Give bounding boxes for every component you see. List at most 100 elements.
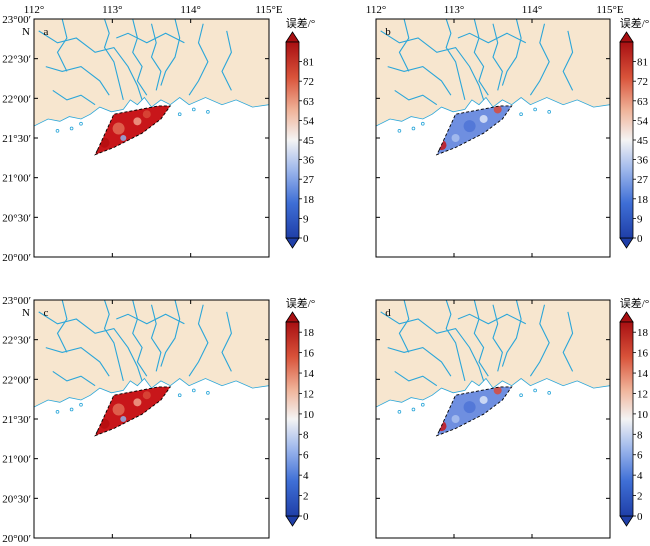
colorbar-gradient	[285, 41, 300, 239]
river-line	[56, 300, 68, 353]
land-area	[34, 19, 269, 127]
river-line	[562, 30, 574, 91]
river-line	[501, 19, 522, 86]
error-field	[95, 105, 171, 155]
field-patch	[142, 391, 151, 400]
map-panel-b: 112° 113° 114° 115°E b	[366, 4, 624, 258]
river-line	[52, 89, 96, 106]
field-patch	[133, 117, 142, 126]
river-line	[394, 370, 438, 387]
field-patch	[112, 122, 125, 135]
island	[206, 391, 210, 395]
colorbar-max-arrow	[285, 31, 300, 43]
lat-tick-label: 22°30′	[2, 54, 31, 66]
river-line	[492, 304, 503, 372]
map-panel-a: 112° 113° 114° 115°E 23°00′ 22°30′ 22°00′ 21°30…	[2, 4, 283, 264]
river-line	[457, 313, 527, 325]
colorbar-tick-label: 0	[303, 233, 309, 245]
lon-tick-label: 115°E	[255, 4, 282, 16]
colorbar-tick-label: 54	[303, 115, 315, 127]
river-line	[445, 300, 466, 382]
colorbar-tick-label: 18	[303, 327, 315, 339]
field-patch	[451, 134, 460, 142]
study-area-boundary	[94, 386, 172, 437]
colorbar-tick-label: 27	[303, 174, 315, 186]
colorbar-tick-label: 27	[637, 174, 649, 186]
lon-tick-label: 114°	[522, 4, 543, 16]
field-patch	[120, 416, 127, 422]
panel-label: b	[385, 26, 391, 38]
river-line	[387, 66, 452, 96]
lat-tick-label: 21°30′	[2, 414, 31, 426]
lat-tick-label: 21°30′	[2, 133, 31, 145]
colorbar-max-arrow	[619, 311, 634, 323]
lat-tick-label: 21°00′	[2, 454, 31, 466]
colorbar-tick-label: 8	[637, 429, 643, 441]
colorbar-tick-label: 0	[637, 511, 643, 523]
river-line	[45, 347, 110, 377]
river-line	[473, 300, 489, 377]
colorbar-gradient	[619, 321, 634, 517]
river-line	[221, 311, 232, 372]
colorbar-tick-label: 54	[637, 115, 649, 127]
colorbar-tick-label: 16	[637, 348, 649, 360]
colorbar-tick-label: 10	[637, 409, 649, 421]
error-field	[95, 386, 171, 436]
island	[547, 391, 551, 395]
colorbar-tick-label: 36	[637, 155, 649, 167]
colorbar-max-arrow	[285, 311, 300, 323]
colorbar-tick-label: 6	[637, 450, 643, 462]
colorbar-tick-label: 2	[637, 491, 643, 503]
island	[533, 107, 537, 112]
colorbar-title: 误差/°	[286, 16, 315, 30]
colorbar-tick-label: 81	[303, 57, 314, 69]
colorbar-min-arrow	[619, 237, 634, 249]
panel-label: a	[44, 26, 49, 38]
field-patch	[463, 401, 476, 414]
island	[79, 402, 83, 407]
field-patch	[112, 403, 125, 416]
island	[420, 121, 425, 126]
island	[547, 110, 551, 114]
field-patch	[142, 110, 151, 119]
river-line	[38, 30, 143, 101]
field-patch	[451, 415, 460, 423]
colorbar-tick-label: 12	[303, 388, 314, 400]
colorbar-tick-label: 45	[303, 135, 315, 147]
island	[177, 112, 182, 116]
river-line	[529, 304, 550, 377]
map-panel-d: d	[375, 299, 611, 539]
island	[69, 407, 74, 412]
lat-tick-label: 20°30′	[2, 212, 31, 224]
colorbar-min-arrow	[285, 237, 300, 249]
island	[397, 410, 402, 414]
river-line	[45, 66, 110, 96]
river-line	[562, 311, 574, 372]
island	[79, 121, 83, 126]
river-line	[52, 370, 96, 387]
north-label: N	[22, 307, 30, 319]
colorbar-title: 误差/°	[620, 16, 649, 30]
field-patch	[493, 105, 502, 114]
colorbar-a: 误差/° 0 9 18 27 36 45 54 63 72 81	[285, 16, 315, 249]
island	[397, 129, 402, 133]
river-line	[398, 19, 410, 72]
colorbar-tick-label: 14	[303, 368, 315, 380]
river-line	[387, 347, 452, 377]
colorbar-tick-label: 8	[303, 429, 309, 441]
island	[55, 410, 60, 414]
land-area	[34, 300, 269, 408]
river-line	[398, 300, 410, 353]
lon-tick-label: 112°	[366, 4, 387, 16]
colorbar-tick-label: 12	[637, 388, 648, 400]
river-line	[188, 23, 209, 96]
colorbar-tick-label: 36	[303, 155, 315, 167]
colorbar-tick-label: 18	[637, 327, 649, 339]
river-line	[116, 32, 185, 44]
lon-tick-label: 113°	[444, 4, 465, 16]
river-line	[457, 32, 527, 44]
colorbar-tick-label: 4	[637, 470, 643, 482]
colorbar-b: 误差/° 0 9 18 27 36 45 54 63 72 81	[619, 16, 649, 249]
colorbar-max-arrow	[619, 31, 634, 43]
river-line	[445, 19, 466, 101]
